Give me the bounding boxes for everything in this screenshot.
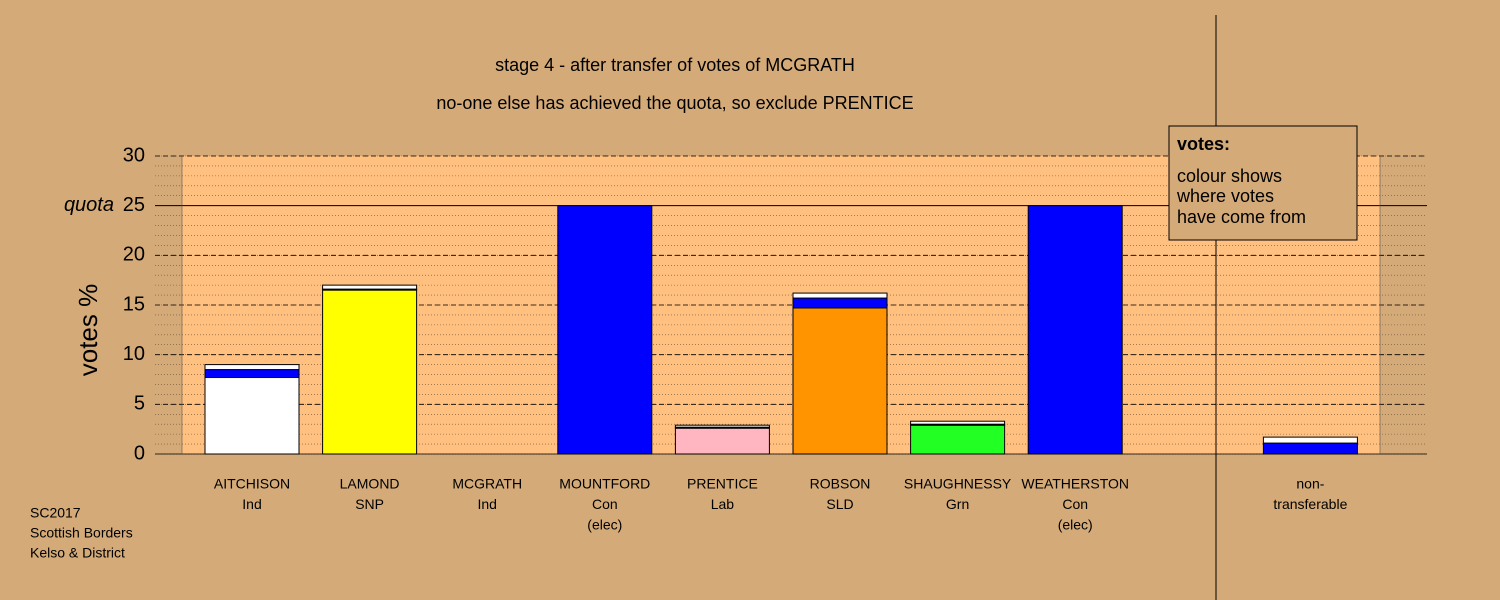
x-tick-label: Ind [477, 496, 496, 512]
bar-segment [557, 205, 653, 455]
x-tick-label: SHAUGHNESSY [904, 476, 1012, 492]
legend-text: have come from [1177, 207, 1306, 227]
bar-segment [1262, 442, 1358, 455]
x-tick-label: AITCHISON [214, 476, 290, 492]
legend-title: votes: [1177, 134, 1230, 154]
chart-title: stage 4 - after transfer of votes of MCG… [495, 55, 855, 75]
x-tick-label: (elec) [1058, 517, 1093, 533]
x-tick-label: Con [1062, 496, 1088, 512]
bar-segment [792, 297, 888, 309]
legend-box [1168, 125, 1358, 241]
x-tick-label: Lab [711, 496, 735, 512]
bar-segment [204, 369, 300, 379]
bar-segment [322, 289, 418, 455]
x-tick-label: LAMOND [340, 476, 400, 492]
legend: votes: colour shows where votes have com… [1168, 125, 1358, 241]
y-tick-label: 10 [123, 343, 145, 365]
bar-segment [792, 292, 888, 299]
bar-segment [792, 307, 888, 455]
bar-segment [204, 377, 300, 455]
x-tick-label: (elec) [587, 517, 622, 533]
y-tick-label: 5 [134, 393, 145, 415]
x-tick-label: non- [1296, 476, 1324, 492]
y-tick-label: 30 [123, 144, 145, 166]
x-tick-label: WEATHERSTON [1021, 476, 1129, 492]
x-tick-label: ROBSON [810, 476, 871, 492]
x-tick-label: MCGRATH [452, 476, 522, 492]
y-tick-label: 20 [123, 244, 145, 266]
x-tick-label: MOUNTFORD [559, 476, 650, 492]
chart-subtitle: no-one else has achieved the quota, so e… [436, 93, 913, 113]
x-tick-label: PRENTICE [687, 476, 758, 492]
y-tick-label: 15 [123, 293, 145, 315]
x-tick-label: Ind [242, 496, 261, 512]
y-tick-label: 0 [134, 442, 145, 464]
x-tick-label: SLD [826, 496, 853, 512]
legend-text: where votes [1176, 186, 1274, 206]
x-tick-label: SNP [355, 496, 384, 512]
x-tick-label: transferable [1273, 496, 1347, 512]
bar-segment [910, 424, 1006, 455]
footer-text: Scottish Borders [30, 525, 133, 541]
footer-text: SC2017 [30, 505, 81, 521]
bar-segment [204, 364, 300, 371]
bar-segment [674, 427, 770, 455]
footer-text: Kelso & District [30, 545, 125, 561]
x-tick-label: Grn [946, 496, 969, 512]
bar-segment [1262, 436, 1358, 444]
bar-segment [674, 424, 770, 428]
legend-text: colour shows [1177, 166, 1282, 186]
x-tick-label: Con [592, 496, 618, 512]
y-tick-label: 25 [123, 194, 145, 216]
bar-segment [1027, 205, 1123, 455]
bar-segment [910, 420, 1006, 425]
quota-label: quota [64, 194, 114, 216]
y-axis-label: votes % [73, 284, 103, 377]
bar-segment [322, 284, 418, 290]
